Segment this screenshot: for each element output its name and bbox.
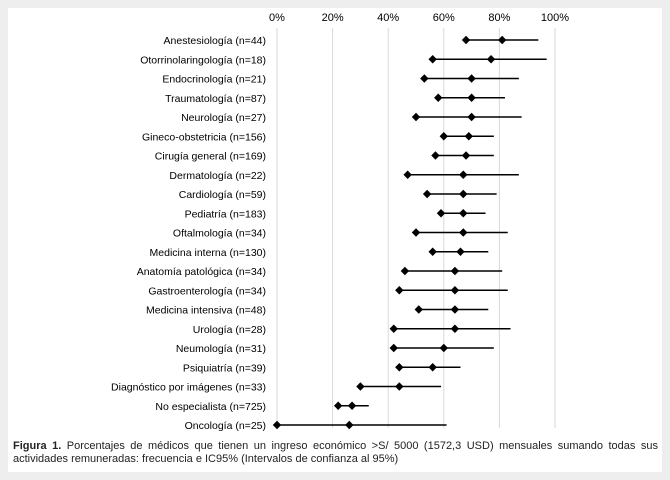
point-estimate xyxy=(464,132,474,141)
ci-lower-marker xyxy=(272,420,282,430)
category-label: Dermatología (n=22) xyxy=(169,170,266,182)
category-label: Neurología (n=27) xyxy=(181,112,266,124)
ci-lower-marker xyxy=(411,112,421,122)
category-label: Urología (n=28) xyxy=(193,324,266,336)
point-estimate xyxy=(467,112,476,122)
category-label: Diagnóstico por imágenes (n=33) xyxy=(111,382,266,394)
point-estimate xyxy=(347,401,357,410)
category-label: Traumatología (n=87) xyxy=(165,93,266,105)
ci-lower-marker xyxy=(436,209,446,218)
ci-lower-marker xyxy=(461,35,471,45)
ci-lower-marker xyxy=(395,286,404,295)
point-estimate xyxy=(395,382,404,391)
data-marks xyxy=(272,35,547,430)
ci-lower-marker xyxy=(400,266,410,276)
category-label: Medicina intensiva (n=48) xyxy=(146,305,266,317)
ci-lower-marker xyxy=(439,132,448,141)
x-tick-label: 60% xyxy=(433,12,455,24)
x-tick-label: 20% xyxy=(322,12,344,24)
point-estimate xyxy=(456,247,465,256)
ci-lower-marker xyxy=(411,228,421,237)
ci-lower-marker xyxy=(389,324,398,333)
category-label: Cardiología (n=59) xyxy=(179,189,266,201)
category-label: Endocrinología (n=21) xyxy=(162,74,266,86)
ci-lower-marker xyxy=(434,93,443,102)
category-label: Gineco-obstetricia (n=156) xyxy=(142,131,266,143)
caption-text: Porcentajes de médicos que tienen un ing… xyxy=(13,440,658,465)
point-estimate xyxy=(450,305,460,314)
caption-label: Figura 1. xyxy=(13,440,62,452)
point-estimate xyxy=(467,93,476,102)
x-tick-label: 0% xyxy=(269,12,285,24)
point-estimate xyxy=(450,286,460,295)
category-label: Oncología (n=25) xyxy=(185,420,266,432)
ci-lower-marker xyxy=(420,74,429,83)
point-estimate xyxy=(467,74,476,83)
category-label: Cirugía general (n=169) xyxy=(155,151,266,163)
figure: 0% 20% 40% 60% 80% 100% Anestesiología (n=44)… xyxy=(8,8,662,472)
ci-lower-marker xyxy=(422,189,432,199)
x-tick-label: 80% xyxy=(488,12,510,24)
ci-lower-marker xyxy=(333,401,343,410)
point-estimate xyxy=(439,343,448,353)
ci-lower-marker xyxy=(395,363,404,372)
point-estimate xyxy=(345,420,354,430)
point-estimate xyxy=(428,363,437,372)
grid-lines xyxy=(276,28,556,428)
ci-lower-marker xyxy=(428,247,437,256)
point-estimate xyxy=(450,266,460,276)
category-labels: Anestesiología (n=44) Otorrinolaringologí… xyxy=(111,35,266,432)
figure-caption: Figura 1. Porcentajes de médicos que tie… xyxy=(13,440,658,466)
category-label: Otorrinolaringología (n=18) xyxy=(140,54,266,66)
point-estimate xyxy=(459,170,468,179)
x-tick-labels: 0% 20% 40% 60% 80% 100% xyxy=(269,12,569,24)
forest-plot: 0% 20% 40% 60% 80% 100% Anestesiología (n=44)… xyxy=(111,12,569,432)
point-estimate xyxy=(459,228,468,237)
ci-lower-marker xyxy=(403,170,412,179)
category-label: Medicina interna (n=130) xyxy=(150,247,266,259)
x-tick-label: 100% xyxy=(541,12,569,24)
ci-lower-marker xyxy=(356,382,365,391)
point-estimate xyxy=(461,151,471,160)
category-label: Anatomía patológica (n=34) xyxy=(137,266,266,278)
category-label: Oftalmología (n=34) xyxy=(173,228,266,240)
ci-lower-marker xyxy=(431,151,440,160)
category-label: Psiquiatría (n=39) xyxy=(183,362,266,374)
x-tick-label: 40% xyxy=(377,12,399,24)
point-estimate xyxy=(497,35,507,45)
point-estimate xyxy=(459,189,468,199)
point-estimate xyxy=(450,324,460,333)
point-estimate xyxy=(459,209,468,218)
point-estimate xyxy=(486,55,496,64)
category-label: Neumología (n=31) xyxy=(176,343,266,355)
category-label: Pediatría (n=183) xyxy=(185,208,266,220)
ci-lower-marker xyxy=(389,343,398,353)
category-label: Anestesiología (n=44) xyxy=(164,35,266,47)
category-label: Gastroenterología (n=34) xyxy=(148,285,266,297)
ci-lower-marker xyxy=(428,55,437,64)
category-label: No especialista (n=725) xyxy=(155,401,266,413)
ci-lower-marker xyxy=(414,305,423,314)
